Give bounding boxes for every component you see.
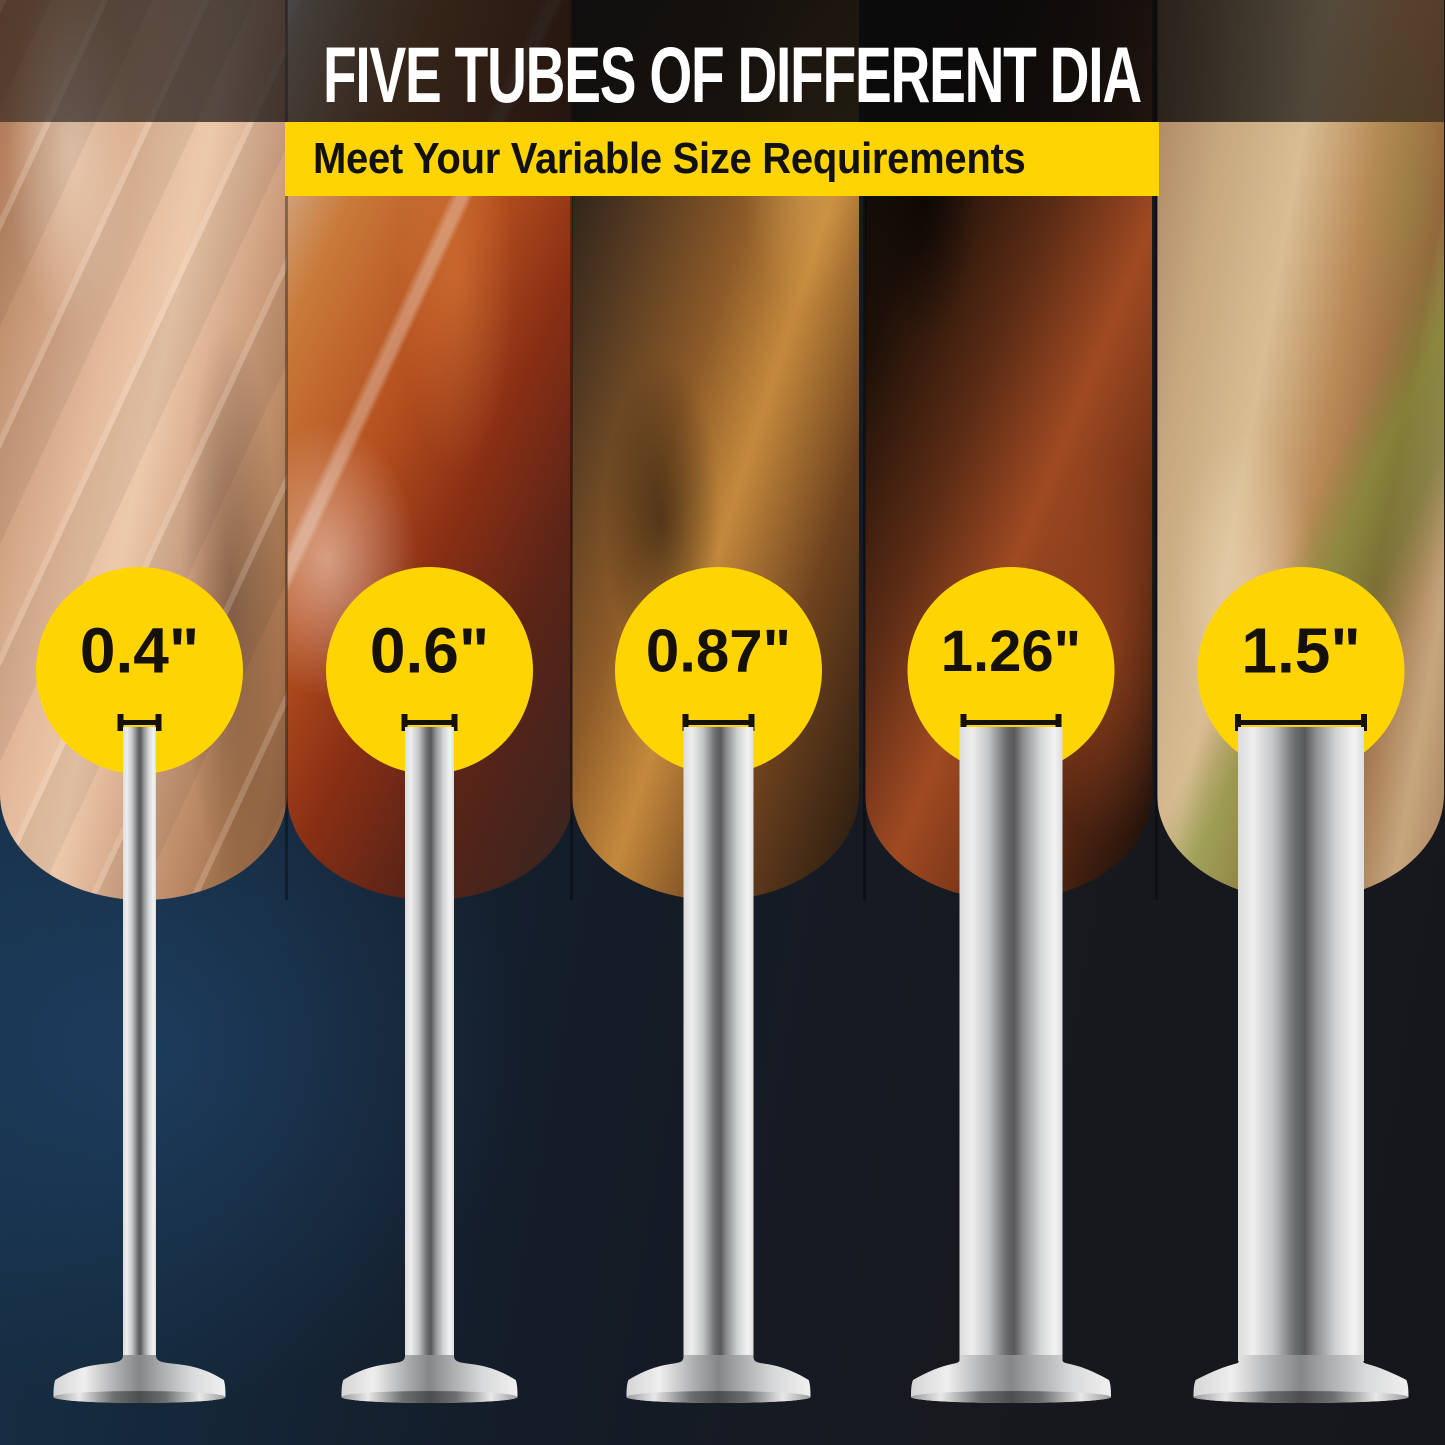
svg-text:0.6": 0.6"	[370, 614, 489, 686]
svg-text:1.26": 1.26"	[941, 619, 1081, 684]
svg-text:1.5": 1.5"	[1241, 614, 1360, 686]
svg-text:0.87": 0.87"	[646, 617, 791, 684]
svg-text:0.4": 0.4"	[80, 614, 199, 686]
